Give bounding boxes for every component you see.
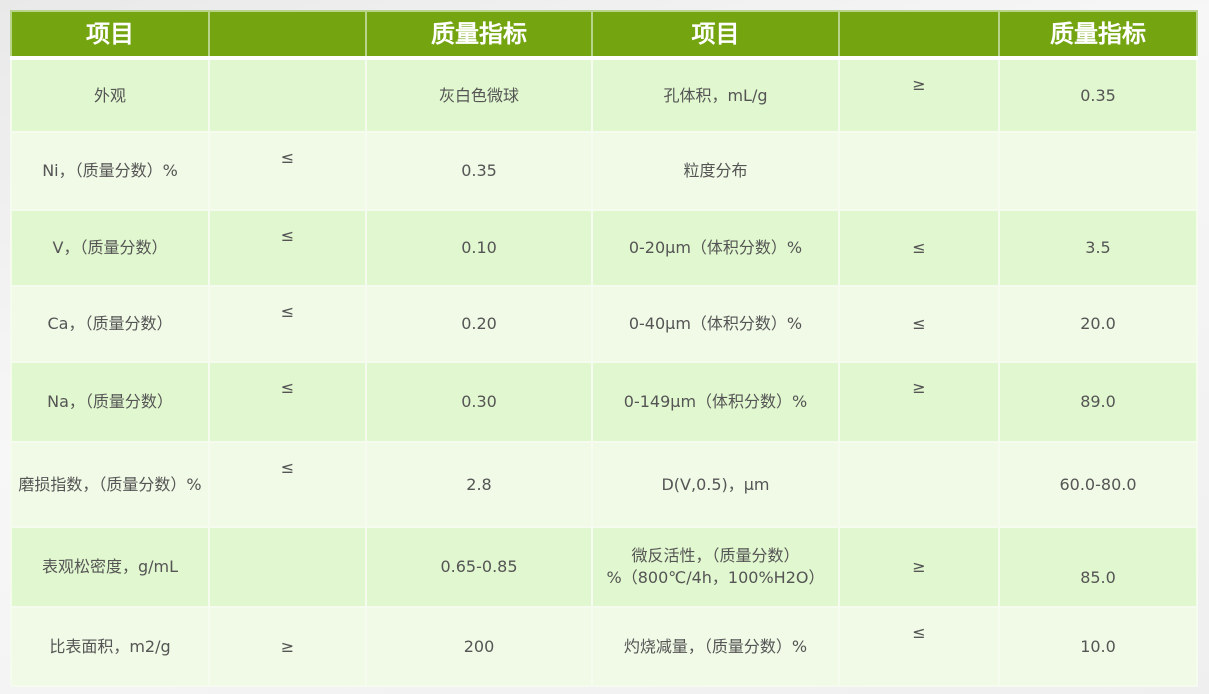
table-row: V，（质量分数） ≤0.10 0-20μm（体积分数）% ≤3.5 <box>10 209 1198 287</box>
cell-spec: 灰白色微球 <box>365 57 593 133</box>
header-spec: 质量指标 <box>365 10 593 60</box>
header-spec: 质量指标 <box>998 10 1198 60</box>
cell-item: D(V,0.5)，μm <box>591 441 840 528</box>
cell-operator: ≤ <box>208 441 367 528</box>
cell-item: 孔体积，mL/g <box>591 57 840 133</box>
cell-spec: 3.5 <box>998 209 1198 287</box>
cell-spec: 0.30 <box>365 361 593 443</box>
table-row: Ni，（质量分数）% ≤0.35 粒度分布 <box>10 131 1198 211</box>
cell-spec: 10.0 <box>998 606 1198 687</box>
cell-item: 灼烧减量，（质量分数）% <box>591 606 840 687</box>
cell-operator: ≤ <box>208 361 367 443</box>
cell-spec: 89.0 <box>998 361 1198 443</box>
cell-item: Na，（质量分数） <box>10 361 210 443</box>
cell-operator: ≥ <box>838 361 1000 443</box>
header-operator <box>838 10 1000 60</box>
cell-spec: 60.0-80.0 <box>998 441 1198 528</box>
cell-item: 磨损指数，（质量分数）% <box>10 441 210 528</box>
cell-operator: ≤ <box>208 285 367 363</box>
table-row: 表观松密度，g/mL 0.65-0.85 微反活性，（质量分数）%（800℃/4h，… <box>10 526 1198 608</box>
cell-item: 表观松密度，g/mL <box>10 526 210 608</box>
cell-item: 微反活性，（质量分数）%（800℃/4h，100%H2O） <box>591 526 840 608</box>
cell-spec: 0.35 <box>998 57 1198 133</box>
cell-spec: 200 <box>365 606 593 687</box>
table-row: Na，（质量分数） ≤0.30 0-149μm（体积分数）% ≥89.0 <box>10 361 1198 443</box>
cell-item: 0-20μm（体积分数）% <box>591 209 840 287</box>
cell-spec: 0.65-0.85 <box>365 526 593 608</box>
header-operator <box>208 10 367 60</box>
cell-spec: 2.8 <box>365 441 593 528</box>
cell-item: 粒度分布 <box>591 131 840 211</box>
cell-operator <box>838 441 1000 528</box>
cell-operator: ≥ <box>838 57 1000 133</box>
table-row: 比表面积，m2/g ≥200 灼烧减量，（质量分数）% ≤10.0 <box>10 606 1198 687</box>
cell-spec: 0.35 <box>365 131 593 211</box>
table-row: Ca，（质量分数） ≤0.20 0-40μm（体积分数）% ≤20.0 <box>10 285 1198 363</box>
cell-spec <box>998 131 1198 211</box>
table-row: 磨损指数，（质量分数）% ≤2.8 D(V,0.5)，μm 60.0-80.0 <box>10 441 1198 528</box>
cell-operator: ≤ <box>208 209 367 287</box>
cell-operator: ≥ <box>208 606 367 687</box>
cell-item: 0-40μm（体积分数）% <box>591 285 840 363</box>
cell-operator: ≤ <box>208 131 367 211</box>
cell-spec: 0.20 <box>365 285 593 363</box>
cell-operator: ≤ <box>838 285 1000 363</box>
header-item: 项目 <box>10 10 210 60</box>
cell-operator: ≤ <box>838 209 1000 287</box>
table-row: 外观 灰白色微球 孔体积，mL/g ≥0.35 <box>10 57 1198 133</box>
cell-item: 比表面积，m2/g <box>10 606 210 687</box>
cell-spec: 0.10 <box>365 209 593 287</box>
cell-spec: 85.0 <box>998 526 1198 608</box>
quality-spec-table: 项目 质量指标 项目 质量指标 外观 灰白色微球 孔体积，mL/g ≥0.35 Ni，（质量分… <box>10 10 1198 687</box>
cell-operator <box>208 526 367 608</box>
header-item: 项目 <box>591 10 840 60</box>
cell-item: 0-149μm（体积分数）% <box>591 361 840 443</box>
cell-operator <box>838 131 1000 211</box>
cell-item: Ni，（质量分数）% <box>10 131 210 211</box>
cell-spec: 20.0 <box>998 285 1198 363</box>
cell-item: V，（质量分数） <box>10 209 210 287</box>
header-row: 项目 质量指标 项目 质量指标 <box>10 10 1198 60</box>
cell-item: Ca，（质量分数） <box>10 285 210 363</box>
cell-operator <box>208 57 367 133</box>
cell-operator: ≤ <box>838 606 1000 687</box>
cell-operator: ≥ <box>838 526 1000 608</box>
cell-item: 外观 <box>10 57 210 133</box>
